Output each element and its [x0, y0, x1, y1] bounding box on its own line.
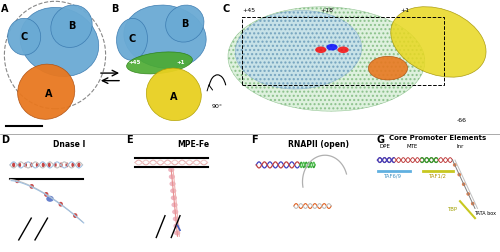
- Ellipse shape: [66, 163, 68, 167]
- Text: +1: +1: [400, 8, 409, 13]
- Ellipse shape: [73, 213, 78, 218]
- Ellipse shape: [18, 64, 75, 119]
- Ellipse shape: [462, 182, 466, 186]
- Ellipse shape: [24, 163, 27, 167]
- Ellipse shape: [42, 163, 45, 167]
- Text: MPE-Fe: MPE-Fe: [178, 140, 210, 148]
- Text: +45: +45: [128, 60, 140, 66]
- Ellipse shape: [174, 224, 180, 228]
- Ellipse shape: [116, 18, 148, 60]
- Ellipse shape: [326, 44, 338, 50]
- Text: E: E: [126, 135, 133, 145]
- Ellipse shape: [172, 209, 178, 214]
- Text: +18: +18: [320, 8, 333, 13]
- Text: Dnase I: Dnase I: [52, 140, 85, 148]
- Text: Core Promoter Elements: Core Promoter Elements: [389, 135, 486, 141]
- Ellipse shape: [126, 52, 192, 74]
- Text: Inr: Inr: [456, 144, 464, 149]
- Text: B: B: [181, 19, 188, 28]
- Text: C: C: [223, 4, 230, 14]
- Text: D: D: [1, 135, 9, 145]
- Ellipse shape: [30, 163, 33, 167]
- Text: C: C: [20, 32, 28, 42]
- Ellipse shape: [391, 7, 486, 77]
- Ellipse shape: [471, 202, 474, 205]
- Text: TAF6/9: TAF6/9: [384, 173, 402, 178]
- Ellipse shape: [315, 47, 326, 53]
- Ellipse shape: [18, 163, 21, 167]
- Text: +1: +1: [176, 60, 184, 66]
- Text: RNAPII (open): RNAPII (open): [288, 140, 349, 148]
- Text: TAF1/2: TAF1/2: [428, 173, 446, 178]
- Text: +45: +45: [242, 8, 256, 13]
- Ellipse shape: [46, 196, 54, 202]
- Ellipse shape: [466, 192, 470, 196]
- Ellipse shape: [15, 178, 20, 183]
- Ellipse shape: [168, 167, 174, 172]
- Ellipse shape: [48, 163, 51, 167]
- Ellipse shape: [8, 18, 40, 55]
- Ellipse shape: [54, 163, 56, 167]
- Ellipse shape: [170, 181, 175, 186]
- Text: A: A: [1, 4, 8, 14]
- Text: TATA box: TATA box: [474, 211, 496, 216]
- Text: G: G: [376, 135, 384, 145]
- Ellipse shape: [235, 11, 362, 89]
- Ellipse shape: [172, 216, 179, 221]
- Ellipse shape: [171, 195, 177, 200]
- Text: TBP: TBP: [448, 207, 458, 212]
- Ellipse shape: [51, 5, 92, 47]
- Ellipse shape: [368, 56, 408, 80]
- Text: F: F: [252, 135, 258, 145]
- Ellipse shape: [174, 231, 180, 235]
- Text: A: A: [44, 89, 52, 99]
- Ellipse shape: [44, 192, 48, 197]
- Ellipse shape: [453, 163, 456, 167]
- Text: B: B: [111, 4, 118, 14]
- Ellipse shape: [60, 163, 62, 167]
- Ellipse shape: [12, 163, 15, 167]
- Ellipse shape: [166, 5, 204, 42]
- Text: B: B: [68, 21, 75, 31]
- Ellipse shape: [20, 7, 98, 76]
- Ellipse shape: [78, 163, 80, 167]
- Text: MTE: MTE: [407, 144, 418, 149]
- Text: DPE: DPE: [380, 144, 390, 149]
- Ellipse shape: [172, 202, 177, 207]
- Ellipse shape: [124, 5, 206, 68]
- Ellipse shape: [58, 202, 63, 207]
- Ellipse shape: [146, 68, 202, 121]
- Ellipse shape: [170, 188, 176, 193]
- Ellipse shape: [228, 7, 425, 111]
- Ellipse shape: [36, 163, 39, 167]
- Ellipse shape: [338, 47, 349, 53]
- Text: -66: -66: [456, 118, 466, 123]
- Text: C: C: [128, 34, 136, 44]
- Ellipse shape: [30, 184, 34, 189]
- Ellipse shape: [169, 174, 175, 179]
- Text: A: A: [170, 92, 177, 102]
- Text: 90°: 90°: [212, 104, 223, 109]
- Ellipse shape: [72, 163, 74, 167]
- Ellipse shape: [458, 173, 461, 176]
